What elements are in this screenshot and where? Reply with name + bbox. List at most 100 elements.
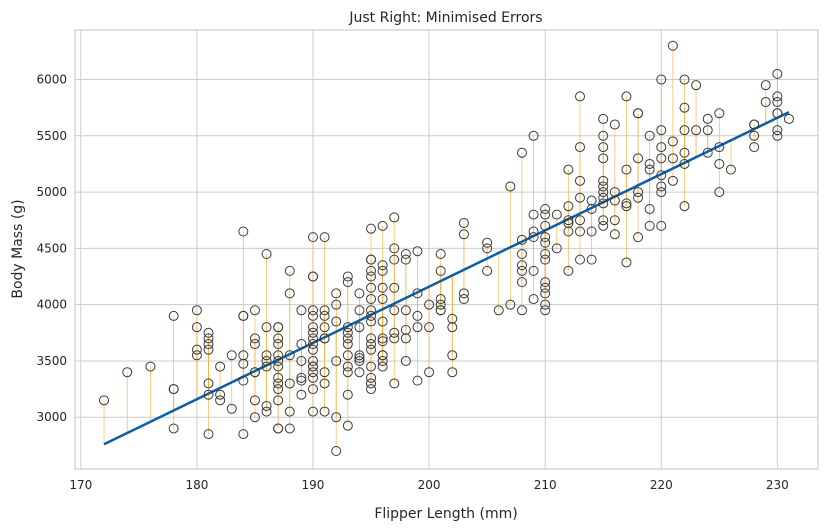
x-axis-label: Flipper Length (mm) <box>374 506 517 522</box>
data-point <box>772 125 783 136</box>
data-point <box>540 288 551 299</box>
data-point <box>702 147 713 158</box>
data-point <box>366 254 377 265</box>
data-point <box>586 195 597 206</box>
data-point <box>563 226 574 237</box>
data-point <box>505 181 516 192</box>
data-point <box>656 142 667 153</box>
data-point <box>482 243 493 254</box>
data-point <box>586 254 597 265</box>
data-point <box>516 249 527 260</box>
data-point <box>749 119 760 130</box>
data-point <box>331 355 342 366</box>
data-point <box>284 423 295 434</box>
data-point <box>575 254 586 265</box>
y-tick-label: 6000 <box>36 73 67 87</box>
data-point <box>516 265 527 276</box>
data-point <box>249 412 260 423</box>
data-point <box>679 102 690 113</box>
y-tick-label: 3000 <box>36 410 67 424</box>
data-point <box>644 164 655 175</box>
data-point <box>249 333 260 344</box>
x-tick-label: 180 <box>185 478 208 492</box>
data-point <box>273 384 284 395</box>
data-point <box>621 198 632 209</box>
data-point <box>307 361 318 372</box>
data-point <box>342 271 353 282</box>
data-point <box>493 305 504 316</box>
data-point <box>575 142 586 153</box>
data-point <box>714 187 725 198</box>
data-point <box>342 420 353 431</box>
data-point <box>366 310 377 321</box>
data-point <box>656 74 667 85</box>
data-point <box>540 282 551 293</box>
data-point <box>400 333 411 344</box>
data-point <box>319 322 330 333</box>
data-point <box>203 339 214 350</box>
data-point <box>528 130 539 141</box>
data-point <box>307 339 318 350</box>
data-point <box>667 175 678 186</box>
data-point <box>435 265 446 276</box>
data-point <box>273 339 284 350</box>
data-point <box>366 294 377 305</box>
data-point <box>122 367 133 378</box>
data-point <box>679 74 690 85</box>
data-point <box>342 361 353 372</box>
data-point <box>656 125 667 136</box>
data-point <box>389 378 400 389</box>
data-point <box>342 322 353 333</box>
x-tick-label: 220 <box>650 478 673 492</box>
y-tick-label: 4000 <box>36 298 67 312</box>
regression-line <box>103 111 790 446</box>
data-point <box>366 372 377 383</box>
data-point <box>389 327 400 338</box>
data-point <box>366 223 377 234</box>
data-point <box>389 333 400 344</box>
data-point <box>284 406 295 417</box>
data-point <box>307 327 318 338</box>
data-point <box>168 310 179 321</box>
data-point <box>621 164 632 175</box>
data-point <box>389 282 400 293</box>
data-point <box>656 181 667 192</box>
data-point <box>516 277 527 288</box>
data-point <box>540 254 551 265</box>
data-point <box>307 344 318 355</box>
data-point <box>458 294 469 305</box>
data-point <box>319 367 330 378</box>
data-point <box>377 294 388 305</box>
plot-border <box>74 29 819 470</box>
data-point <box>284 350 295 361</box>
data-point <box>691 80 702 91</box>
data-point <box>377 316 388 327</box>
residual-lines <box>103 45 790 451</box>
data-point <box>633 187 644 198</box>
data-point <box>540 305 551 316</box>
data-point <box>679 147 690 158</box>
data-point <box>772 68 783 79</box>
data-point <box>284 288 295 299</box>
data-point <box>319 305 330 316</box>
data-point <box>366 378 377 389</box>
data-point <box>342 327 353 338</box>
data-point <box>621 91 632 102</box>
data-point <box>400 249 411 260</box>
data-point <box>238 226 249 237</box>
data-point <box>667 40 678 51</box>
data-point <box>749 130 760 141</box>
data-point <box>307 406 318 417</box>
data-point <box>191 350 202 361</box>
data-point <box>633 192 644 203</box>
x-tick-label: 230 <box>766 478 789 492</box>
data-point <box>516 234 527 245</box>
data-point <box>598 113 609 124</box>
data-point <box>412 310 423 321</box>
data-point <box>354 353 365 364</box>
data-point <box>319 333 330 344</box>
data-point <box>203 344 214 355</box>
data-point <box>342 333 353 344</box>
data-point <box>575 215 586 226</box>
